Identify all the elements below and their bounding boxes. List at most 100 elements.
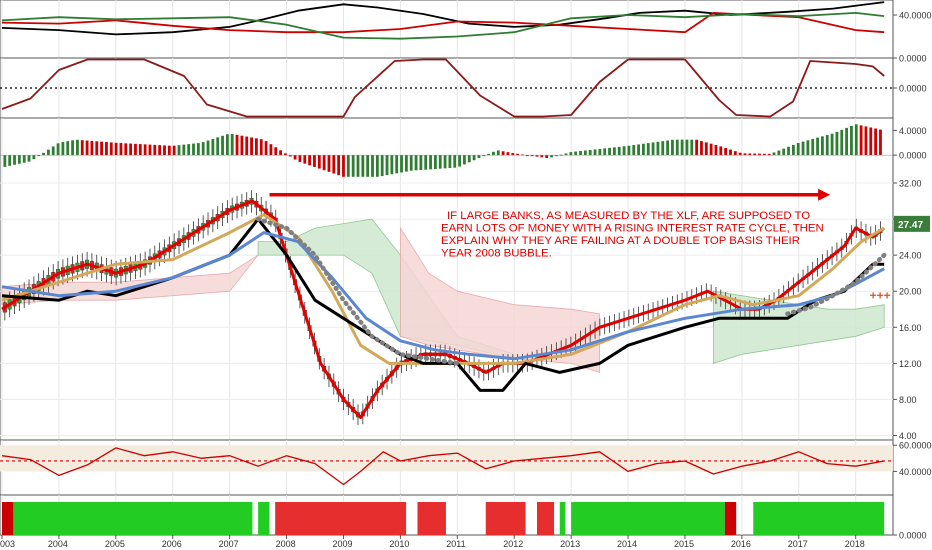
annotation-line: EARN LOTS OF MONEY WITH A RISING INTERES… bbox=[441, 223, 824, 235]
annotation-line: YEAR 2008 BUBBLE. bbox=[441, 248, 552, 260]
y-tick-label: 4.00 bbox=[899, 431, 917, 441]
histogram-bar bbox=[627, 145, 631, 156]
last-price-tag bbox=[894, 215, 930, 232]
histogram-bar bbox=[690, 139, 694, 156]
histogram-bar bbox=[245, 136, 249, 156]
price-series-line bbox=[1, 231, 885, 361]
histogram-bar bbox=[598, 148, 602, 156]
histogram-bar bbox=[603, 148, 607, 156]
histogram-bar bbox=[303, 155, 307, 164]
histogram-bar bbox=[704, 142, 708, 156]
rsi-line bbox=[1, 447, 885, 486]
x-tick-label: 2016 bbox=[731, 539, 751, 549]
histogram-bar bbox=[554, 155, 558, 157]
histogram-bar bbox=[593, 149, 597, 156]
histogram-bar bbox=[874, 128, 878, 156]
histogram-bar bbox=[371, 155, 374, 177]
histogram-bar bbox=[651, 142, 655, 156]
histogram-bar bbox=[235, 134, 239, 156]
histogram-bar bbox=[250, 137, 253, 156]
y-tick-label: 4.0000 bbox=[899, 126, 927, 136]
arrow-head bbox=[818, 188, 831, 201]
histogram-bar bbox=[796, 142, 800, 156]
histogram-bar bbox=[443, 155, 447, 169]
histogram-bar bbox=[787, 146, 790, 156]
histogram-bar bbox=[61, 142, 65, 156]
histogram-bar bbox=[666, 140, 669, 156]
chart-price: +++ IF LARGE BANKS, AS MEASURED BY THE XL… bbox=[0, 179, 930, 441]
histogram-bar bbox=[695, 139, 699, 156]
histogram-bar bbox=[588, 149, 592, 156]
histogram-bar bbox=[830, 133, 834, 156]
histogram-bar bbox=[540, 155, 544, 158]
histogram-bar bbox=[791, 144, 795, 156]
panel-frame bbox=[0, 494, 894, 536]
histogram-bar bbox=[37, 155, 41, 157]
price-series-line bbox=[255, 216, 460, 366]
histogram-bar bbox=[172, 145, 176, 156]
histogram-bar bbox=[400, 155, 403, 173]
x-tick-label: 003 bbox=[0, 539, 15, 549]
histogram-bar bbox=[192, 143, 195, 156]
regime-segment bbox=[753, 502, 885, 535]
histogram-bar bbox=[395, 155, 399, 174]
histogram-bar bbox=[700, 141, 703, 156]
histogram-bar bbox=[322, 155, 326, 171]
histogram-bar bbox=[854, 124, 858, 156]
histogram-bar bbox=[375, 155, 379, 177]
regime-segment bbox=[275, 502, 407, 535]
price-series-line bbox=[785, 252, 887, 317]
histogram-bar bbox=[743, 153, 747, 156]
histogram-bar bbox=[409, 155, 413, 171]
histogram-bar bbox=[196, 143, 200, 156]
x-tick-label: 2004 bbox=[48, 539, 68, 549]
histogram-bar bbox=[845, 127, 848, 156]
histogram-bar bbox=[816, 137, 819, 156]
histogram-bar bbox=[733, 151, 737, 156]
histogram-bar bbox=[414, 155, 418, 171]
histogram-bar bbox=[482, 155, 486, 157]
histogram-bar bbox=[840, 129, 844, 156]
histogram-bar bbox=[429, 155, 432, 170]
histogram-bar bbox=[535, 155, 539, 157]
histogram-bar bbox=[608, 147, 611, 156]
histogram-bar bbox=[835, 131, 839, 156]
regime-segment bbox=[571, 502, 725, 535]
ichimoku-cloud bbox=[399, 226, 600, 373]
y-tick-label: 24.00 bbox=[899, 251, 922, 261]
histogram-bar bbox=[782, 148, 786, 156]
histogram-bar bbox=[772, 152, 776, 156]
histogram-bar bbox=[90, 140, 94, 156]
annotation-line: IF LARGE BANKS, AS MEASURED BY THE XLF, … bbox=[447, 210, 810, 222]
y-tick-label: 16.00 bbox=[899, 323, 922, 333]
regime-segment bbox=[417, 502, 446, 535]
histogram-bar bbox=[332, 155, 336, 174]
regime-segment bbox=[13, 502, 253, 535]
chart-directional-indicator: 40.0000 0.0000 bbox=[1, 1, 932, 64]
histogram-bar bbox=[163, 145, 166, 156]
histogram-bar bbox=[438, 155, 442, 169]
histogram-bar bbox=[51, 146, 55, 156]
histogram-bar bbox=[463, 155, 466, 165]
x-tick-label: 2018 bbox=[845, 539, 865, 549]
histogram-bar bbox=[206, 140, 210, 156]
regime-segment bbox=[724, 502, 737, 535]
histogram-bar bbox=[545, 155, 549, 158]
histogram-bar bbox=[284, 153, 287, 156]
y-tick-label: 0.0000 bbox=[899, 151, 927, 161]
histogram-bar bbox=[424, 155, 428, 170]
histogram-bar bbox=[17, 155, 21, 164]
x-tick-label: 2017 bbox=[788, 539, 808, 549]
histogram-bar bbox=[153, 144, 157, 156]
histogram-bar bbox=[3, 155, 7, 167]
x-tick-label: 2010 bbox=[389, 539, 409, 549]
histogram-bar bbox=[308, 155, 312, 166]
chart-oscillator: 0.0000 bbox=[0, 58, 927, 118]
histogram-bar bbox=[255, 138, 258, 156]
histogram-bar bbox=[317, 155, 321, 169]
histogram-bar bbox=[859, 125, 863, 156]
x-tick-label: 2006 bbox=[162, 539, 182, 549]
histogram-bar bbox=[448, 155, 452, 169]
histogram-bar bbox=[216, 137, 220, 156]
